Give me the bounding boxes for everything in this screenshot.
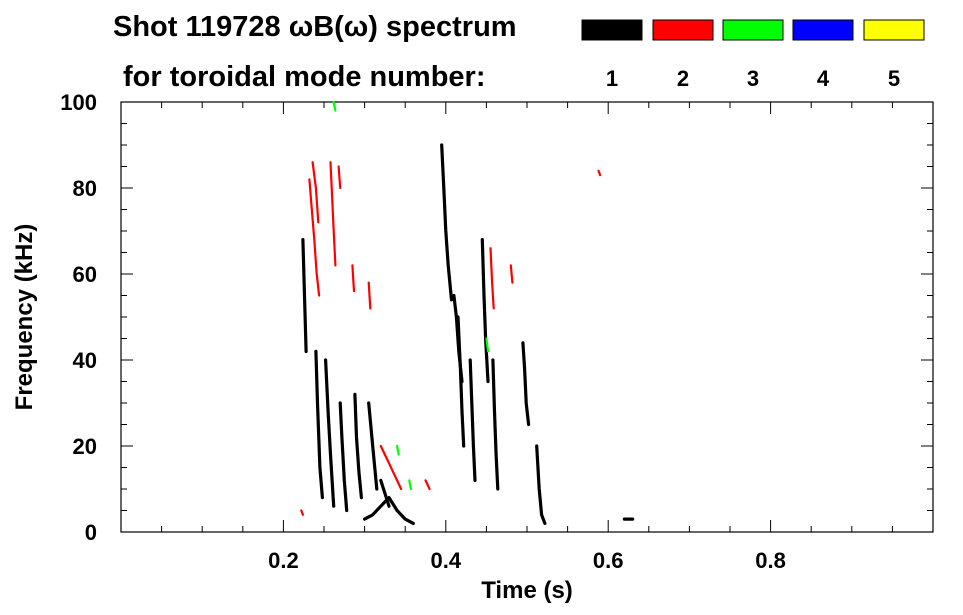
y-tick-label: 0	[85, 520, 97, 545]
trace-mode-1	[314, 349, 324, 500]
trace-mode-1	[456, 315, 466, 448]
y-tick-label: 100	[60, 90, 97, 115]
trace-mode-1	[324, 358, 336, 508]
x-tick-label: 0.8	[755, 548, 786, 573]
trace-mode-2	[424, 479, 431, 491]
x-axis-label: Time (s)	[481, 577, 573, 604]
trace-mode-3	[396, 444, 400, 456]
trace-mode-2	[311, 161, 320, 224]
trace-mode-2	[489, 247, 495, 310]
x-tick-label: 0.6	[593, 548, 624, 573]
trace-mode-3	[485, 337, 490, 353]
axes: 0.2 0.4 0.6 0.8 0 20 40 60 80 100	[60, 90, 933, 573]
legend-label-mode-3: 3	[747, 66, 759, 91]
trace-mode-3	[332, 100, 337, 112]
trace-mode-2	[509, 264, 514, 284]
y-tick-label: 40	[73, 348, 97, 373]
x-tick-label: 0.4	[431, 548, 462, 573]
y-tick-label: 60	[73, 262, 97, 287]
trace-mode-1	[353, 392, 363, 500]
legend-swatch-mode-5	[863, 19, 925, 41]
trace-mode-2	[597, 169, 602, 177]
mode-legend: 1 2 3 4 5	[581, 19, 925, 91]
legend-label-mode-2: 2	[677, 66, 689, 91]
trace-mode-1	[301, 238, 308, 353]
y-tick-label: 20	[73, 434, 97, 459]
trace-mode-1	[440, 143, 454, 302]
trace-mode-2	[379, 444, 403, 491]
x-tick-label: 0.2	[268, 548, 299, 573]
y-tick-label: 80	[73, 176, 97, 201]
legend-swatch-mode-3	[722, 19, 784, 41]
trace-mode-1	[363, 496, 415, 525]
trace-mode-1	[535, 444, 547, 525]
trace-mode-1	[491, 358, 500, 491]
trace-mode-1	[367, 401, 379, 491]
y-axis-label: Frequency (kHz)	[11, 224, 38, 411]
trace-mode-2	[337, 165, 342, 190]
legend-label-mode-5: 5	[888, 66, 900, 91]
trace-mode-2	[367, 281, 372, 310]
spectral-traces	[300, 100, 635, 525]
trace-mode-2	[300, 509, 304, 516]
trace-mode-2	[351, 264, 356, 293]
trace-mode-1	[338, 401, 349, 513]
trace-mode-1	[480, 238, 490, 384]
legend-swatch-mode-1	[581, 19, 643, 41]
trace-mode-1	[521, 341, 531, 427]
legend-swatch-mode-4	[792, 19, 854, 41]
chart-title: Shot 119728 ωB(ω) spectrum	[113, 11, 517, 43]
trace-mode-3	[408, 479, 412, 491]
legend-label-mode-1: 1	[606, 66, 618, 91]
legend-caption: for toroidal mode number:	[123, 61, 486, 93]
trace-mode-2	[329, 161, 337, 267]
trace-mode-1	[379, 478, 391, 508]
legend-label-mode-4: 4	[817, 66, 830, 91]
trace-mode-1	[468, 358, 477, 482]
trace-mode-2	[308, 178, 321, 297]
legend-swatch-mode-2	[652, 19, 714, 41]
plot-frame	[120, 101, 934, 533]
